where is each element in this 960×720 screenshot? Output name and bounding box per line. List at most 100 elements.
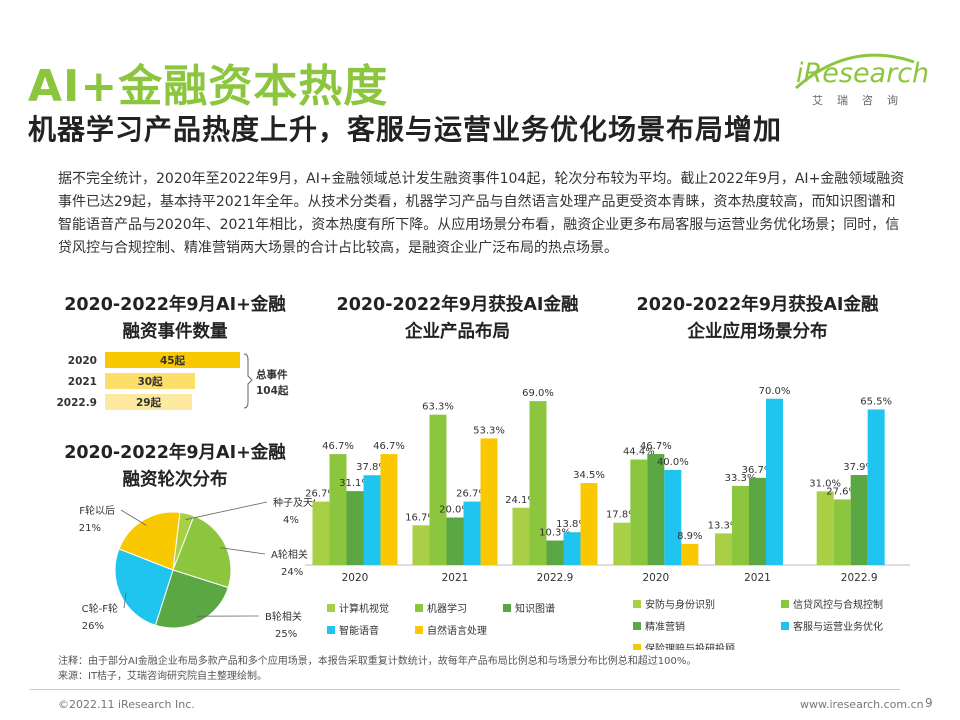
events-value-label: 30起 (137, 375, 163, 388)
legend-label: 信贷风控与合规控制 (793, 598, 883, 611)
pie-percent-label: 26% (82, 621, 104, 632)
bar (613, 522, 631, 565)
bar (512, 507, 530, 565)
bar-value-label: 10.3% (539, 528, 571, 539)
bar (412, 525, 430, 565)
iresearch-logo: iResearch 艾瑞咨询 (790, 48, 929, 108)
pie-slice (114, 548, 174, 626)
bar (647, 454, 665, 565)
bar-value-label: 24.1% (505, 495, 537, 506)
rounds-pie-chart: 种子及天使轮 4% A轮相关 24% B轮相关 25% C轮-F轮 26% F轮以后 21% (79, 496, 315, 640)
legend-swatch (633, 600, 641, 608)
legend-swatch (781, 622, 789, 630)
legend-label: 智能语音 (339, 624, 379, 637)
x-tick-label: 2020 (342, 572, 369, 584)
bar-value-label: 34.5% (573, 470, 605, 481)
bar-value-label: 46.7% (373, 441, 405, 452)
events-brace (243, 353, 253, 409)
pie-leader-line (185, 501, 268, 520)
bar-value-label: 46.7% (322, 441, 354, 452)
bar-value-label: 63.3% (422, 402, 454, 413)
legend-label: 自然语言处理 (427, 624, 487, 637)
bar-value-label: 17.8% (606, 510, 638, 521)
events-total-label: 总事件 (256, 368, 288, 381)
bar (363, 475, 381, 565)
bar-value-label: 40.0% (657, 457, 689, 468)
bar (563, 532, 581, 565)
logo-text: iResearch (796, 58, 930, 89)
logo-cn-text: 艾瑞咨询 (812, 94, 912, 107)
bar-value-label: 65.5% (860, 396, 892, 407)
products-bar-chart: 26.7%46.7%31.1%37.8%46.7%202016.7%63.3%2… (305, 388, 605, 637)
bar-value-label: 26.7% (456, 489, 488, 500)
bar (312, 501, 330, 565)
bar-value-label: 13.3% (708, 520, 740, 531)
legend-label: 精准营销 (645, 620, 685, 633)
bar (329, 454, 347, 565)
legend-swatch (327, 626, 335, 634)
bar (463, 501, 481, 565)
bar-value-label: 70.0% (759, 386, 791, 397)
x-tick-label: 2021 (744, 572, 771, 584)
pie-slice (172, 515, 232, 589)
events-bar (105, 373, 195, 389)
bar (529, 401, 547, 565)
bar (816, 491, 834, 565)
pie-percent-label: 21% (79, 523, 101, 534)
bar-value-label: 27.6% (826, 486, 858, 497)
bar (681, 543, 699, 565)
bar-value-label: 16.7% (405, 512, 437, 523)
events-category-label: 2021 (68, 376, 97, 388)
legend-swatch (503, 604, 511, 612)
bar (715, 533, 732, 565)
bar (429, 414, 447, 565)
x-tick-label: 2022.9 (537, 572, 574, 584)
rounds-panel-title: 2020-2022年9月AI+金融 融资轮次分布 (64, 443, 286, 490)
pie-category-label: C轮-F轮 (82, 602, 118, 615)
bar (664, 470, 682, 565)
pie-category-label: A轮相关 (271, 548, 308, 561)
bar (546, 540, 564, 565)
legend-swatch (415, 626, 423, 634)
pie-leader-line (219, 547, 266, 555)
bar-value-label: 37.9% (843, 462, 875, 473)
legend-label: 机器学习 (427, 602, 467, 615)
pie-percent-label: 24% (281, 567, 303, 578)
pie-percent-label: 25% (275, 629, 297, 640)
bar-value-label: 37.8% (356, 462, 388, 473)
bar-value-label: 46.7% (640, 441, 672, 452)
bar (630, 459, 648, 565)
bar-value-label: 31.1% (339, 478, 371, 489)
bar (850, 474, 868, 565)
events-bar-chart: 2020 45起 2021 30起 2022.9 29起 总事件 104起 (56, 352, 289, 410)
legend-swatch (633, 622, 641, 630)
pie-slice (118, 511, 181, 571)
legend-label: 保险理赔与投研投顾 (645, 642, 735, 650)
legend-label: 客服与运营业务优化 (793, 620, 883, 633)
pie-leader-line (123, 592, 127, 609)
bar-value-label: 8.9% (677, 531, 702, 542)
events-bar (105, 394, 192, 410)
pie-percent-label: 4% (283, 515, 299, 526)
bar-value-label: 33.3% (725, 473, 757, 484)
pie-leader-line (120, 509, 147, 526)
bar (580, 483, 598, 565)
page-subtitle: 机器学习产品热度上升，客服与运营业务优化场景布局增加 (28, 113, 783, 146)
events-total-label: 104起 (256, 384, 289, 397)
products-panel-title: 2020-2022年9月获投AI金融 企业产品布局 (336, 295, 579, 342)
footer-divider (30, 689, 900, 690)
bar (346, 491, 364, 565)
events-value-label: 29起 (136, 396, 162, 409)
x-tick-label: 2021 (442, 572, 469, 584)
bar-value-label: 26.7% (305, 489, 337, 500)
legend-swatch (327, 604, 335, 612)
legend-label: 知识图谱 (515, 602, 555, 615)
bar-value-label: 20.0% (439, 505, 471, 516)
legend-label: 安防与身份识别 (645, 598, 715, 611)
page-number: 9 (925, 696, 933, 710)
pie-category-label: B轮相关 (265, 610, 302, 623)
legend-swatch (781, 600, 789, 608)
bar (380, 454, 398, 565)
summary-paragraph: 据不完全统计，2020年至2022年9月，AI+金融领域总计发生融资事件104起… (58, 171, 905, 256)
events-category-label: 2022.9 (56, 397, 97, 409)
